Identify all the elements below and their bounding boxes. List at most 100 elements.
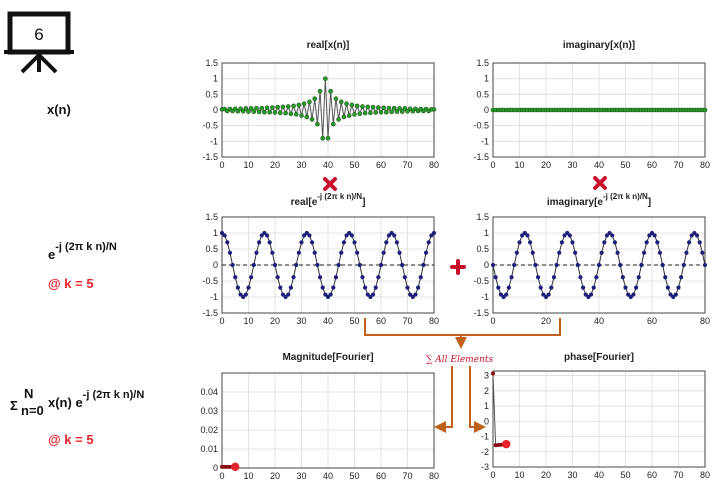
data-point [673,292,678,297]
data-point [697,240,702,245]
data-point [256,109,262,115]
data-point [514,250,519,255]
chart-imag-exp: 0 20 40 60 80 1.5 1 0.5 0 -0.5 -1 -1.5 imaginary[e-j… [473,192,710,326]
data-point [370,104,376,110]
data-point [294,262,299,268]
data-point [538,285,543,290]
data-point [233,275,238,280]
y-tick-label: 1.5 [476,212,489,222]
data-point [240,108,246,114]
y-tick-label: 0.5 [476,89,489,99]
data-point [421,262,426,268]
sigma-symbol: Σ [10,398,18,413]
multiply-icon [323,177,337,191]
data-point [341,114,347,120]
data-point [512,262,517,268]
y-tick-label: 0 [213,463,218,473]
data-point [323,76,328,81]
x-tick-label: 30 [567,470,577,480]
data-point [429,233,434,238]
x-tick-label: 40 [323,160,333,170]
y-tick-label: -1.5 [473,308,489,318]
data-point [628,294,633,300]
chart-phase: 0 10 20 30 40 50 60 70 803210-1-2-3phase[Fourier… [481,352,710,480]
data-point [315,121,320,127]
data-point [639,262,644,268]
data-point [315,262,320,268]
chart-imag-x: 0 10 20 30 40 50 60 70 80 1.5 1 0.5 0 -0.5 -1 -1.5 imagi… [473,40,710,170]
data-point [588,292,594,297]
data-point [410,294,415,300]
sum-body-text: x(n) e [48,395,83,410]
y-tick-label: 0.04 [200,387,218,397]
data-point [270,250,275,255]
chart-title: imaginary[x(n)] [563,40,635,51]
y-tick-label: 0.5 [476,244,489,254]
data-point [304,114,310,120]
x-tick-label: 50 [349,160,359,170]
chart-real-x: 0 10 20 30 40 50 60 70 80 1.5 1 0.5 0 -0.5 -1 -1.5 real[… [202,40,439,170]
x-tick-label: 60 [376,160,386,170]
data-point [684,250,689,255]
data-point [525,233,530,238]
data-point [423,250,429,255]
data-point [328,292,333,297]
at-k-label-1: @ k = 5 [48,276,94,291]
data-point [431,230,437,236]
exp-power: -j (2π k n)/N [55,241,117,253]
data-point [702,262,708,268]
y-tick-label: 0.5 [205,244,218,254]
data-point [349,233,354,238]
data-point [264,233,270,238]
data-point [660,262,665,268]
data-point [641,250,647,255]
data-point [243,292,248,297]
data-point [631,292,636,297]
data-point [354,103,360,109]
data-point [384,240,389,245]
y-tick-label: 0.02 [200,425,218,435]
data-point [267,109,273,115]
y-tick-label: -1.5 [202,152,218,162]
y-tick-label: -1 [210,292,218,302]
data-point [347,230,352,236]
plot-frame [221,372,435,469]
data-point [246,285,251,290]
data-point [528,240,533,245]
data-point [254,105,259,111]
data-point [309,117,315,122]
data-point [248,106,254,111]
data-point [312,96,318,102]
y-tick-label: 0 [484,105,489,115]
y-tick-label: -2 [481,447,489,457]
sigma-lower: n=0 [21,403,44,418]
data-point [293,112,299,117]
data-point [567,233,572,238]
x-tick-label: 40 [323,316,333,326]
x-tick-label: 10 [514,470,524,480]
plus-icon [450,259,466,275]
data-point [634,285,639,290]
data-point [355,250,360,255]
y-tick-label: -3 [481,462,489,472]
x-tick-label: 10 [243,316,253,326]
data-point [278,285,283,290]
data-point [496,285,501,290]
data-point [317,275,323,280]
data-point [267,240,272,245]
x-tick-label: 20 [270,316,280,326]
data-point [259,233,264,238]
data-point [623,285,628,290]
chart-title: Magnitude[Fourier] [282,352,373,363]
y-tick-label: 0 [213,260,218,270]
y-tick-label: 1 [213,74,218,84]
data-point [602,240,607,245]
data-point [368,294,373,300]
data-point [352,240,357,245]
x-tick-label: 40 [594,160,604,170]
data-point [333,275,339,280]
data-point [493,275,498,280]
y-tick-label: 1 [484,401,489,411]
data-point [535,275,541,280]
